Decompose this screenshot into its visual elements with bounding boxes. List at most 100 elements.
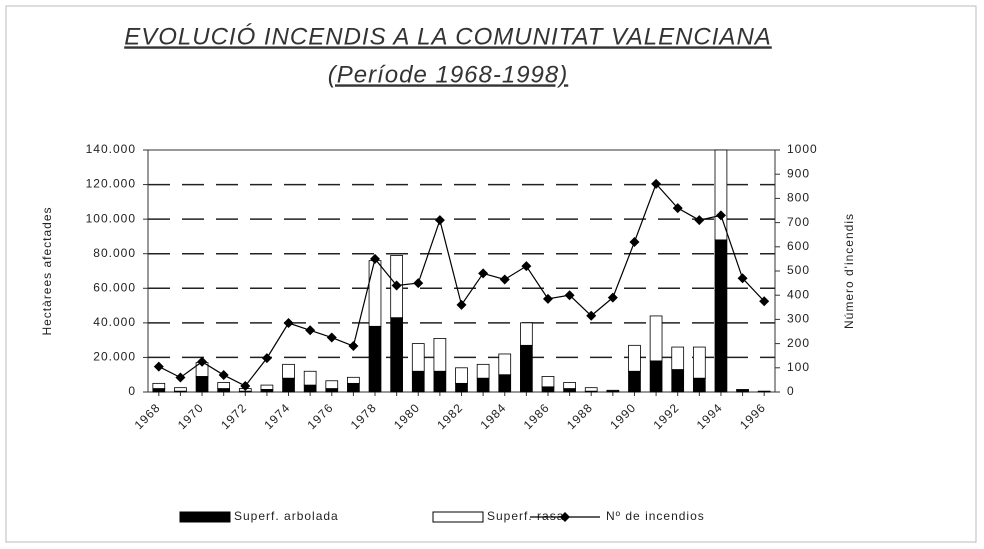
bar: [152, 388, 166, 393]
line-marker: [218, 370, 229, 381]
y2-tick-label: 100: [787, 360, 810, 374]
line-marker: [478, 268, 489, 279]
line-marker: [153, 361, 164, 372]
line-marker: [413, 278, 424, 289]
bar: [411, 370, 425, 393]
bar: [498, 353, 512, 376]
bar: [303, 370, 317, 386]
line-marker: [564, 290, 575, 301]
line-marker: [499, 274, 510, 285]
bar: [692, 346, 706, 379]
bar: [368, 325, 382, 393]
y-tick-label: 100.000: [86, 211, 136, 225]
line-marker: [391, 280, 402, 291]
bar: [282, 363, 295, 379]
line-marker: [370, 253, 381, 264]
y2-tick-label: 700: [787, 215, 810, 229]
line-marker: [283, 318, 294, 329]
bar: [217, 388, 231, 393]
bar: [455, 367, 468, 384]
bar: [541, 376, 555, 388]
y-tick-label: 80.000: [93, 246, 136, 260]
line-marker: [326, 332, 337, 343]
line-marker: [197, 356, 208, 367]
line-marker: [240, 380, 251, 391]
bar: [563, 382, 576, 389]
bar: [174, 387, 187, 392]
legend-swatch: [179, 511, 231, 523]
bar: [520, 322, 533, 346]
bar: [347, 376, 360, 384]
bar: [152, 382, 166, 389]
bar: [714, 149, 728, 241]
legend-swatch: [432, 511, 484, 523]
y2-tick-label: 800: [787, 191, 810, 205]
bar: [303, 384, 317, 393]
bar: [757, 390, 771, 393]
y2-tick-label: 600: [787, 239, 810, 253]
y-tick-label: 60.000: [93, 280, 136, 294]
y-tick-label: 140.000: [86, 142, 136, 156]
bar: [411, 343, 425, 372]
bar: [520, 344, 533, 393]
bar: [649, 315, 663, 362]
bar: [433, 370, 447, 393]
line-marker: [672, 203, 683, 214]
legend-swatch: [560, 512, 570, 522]
bar: [325, 388, 339, 393]
bar: [671, 346, 685, 370]
y-tick-label: 20.000: [93, 350, 136, 364]
line-marker: [759, 296, 770, 307]
bar: [433, 338, 447, 372]
bar: [563, 388, 576, 393]
y-tick-label: 0: [128, 384, 136, 398]
bar: [671, 369, 685, 393]
chart-subtitle: (Període 1968-1998): [328, 61, 568, 88]
y2-tick-label: 300: [787, 312, 810, 326]
bar: [606, 389, 620, 392]
bar: [584, 387, 598, 392]
legend-label: Superf. rasa: [487, 509, 564, 523]
line-marker: [586, 310, 597, 321]
line-marker: [651, 178, 662, 189]
bar: [282, 377, 295, 393]
bar: [714, 239, 728, 393]
bar: [498, 374, 512, 393]
y2-tick-label: 400: [787, 287, 810, 301]
legend-label: Nº de incendios: [606, 509, 705, 523]
bar: [455, 382, 468, 393]
frame: [5, 5, 977, 543]
bar: [195, 376, 209, 393]
bar: [692, 377, 706, 393]
line-marker: [715, 210, 726, 221]
bar: [347, 382, 360, 393]
bar: [390, 317, 403, 393]
y-tick-label: 40.000: [93, 315, 136, 329]
line-marker: [521, 261, 532, 272]
y-axis-label: Hectàrees afectades: [40, 206, 54, 335]
y-tick-label: 120.000: [86, 177, 136, 191]
bar: [325, 380, 339, 389]
y2-axis-label: Número d'incendis: [842, 213, 856, 329]
y2-tick-label: 900: [787, 166, 810, 180]
y2-tick-label: 1000: [787, 142, 818, 156]
y2-tick-label: 200: [787, 336, 810, 350]
line-marker: [456, 299, 467, 310]
line-marker: [607, 292, 618, 303]
line-marker: [542, 293, 553, 304]
chart-title: EVOLUCIÓ INCENDIS A LA COMUNITAT VALENCI…: [124, 23, 772, 50]
line-marker: [629, 236, 640, 247]
y2-tick-label: 500: [787, 263, 810, 277]
bar: [628, 370, 641, 393]
line-marker: [261, 353, 272, 364]
bar: [649, 360, 663, 393]
line-marker: [305, 325, 316, 336]
bar: [260, 384, 274, 390]
line-marker: [694, 215, 705, 226]
legend-label: Superf. arbolada: [234, 509, 339, 523]
bar: [541, 386, 555, 393]
y2-tick-label: 0: [787, 384, 795, 398]
line-marker: [175, 372, 186, 383]
line-marker: [348, 341, 359, 352]
